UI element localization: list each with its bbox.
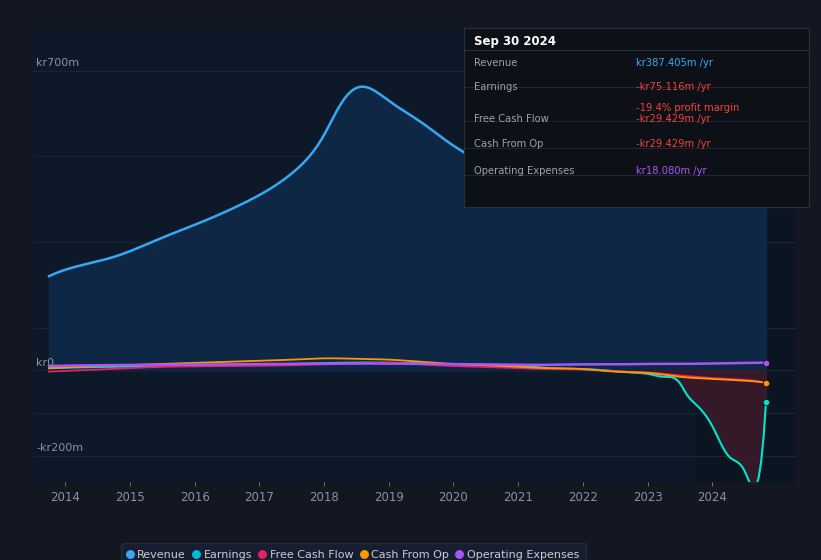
Text: Free Cash Flow: Free Cash Flow: [475, 114, 549, 124]
Text: kr387.405m /yr: kr387.405m /yr: [636, 58, 713, 68]
Text: Earnings: Earnings: [475, 82, 518, 92]
Text: Cash From Op: Cash From Op: [475, 139, 544, 149]
Text: kr18.080m /yr: kr18.080m /yr: [636, 166, 707, 176]
Legend: Revenue, Earnings, Free Cash Flow, Cash From Op, Operating Expenses: Revenue, Earnings, Free Cash Flow, Cash …: [122, 543, 585, 560]
Text: kr0: kr0: [36, 358, 54, 368]
Text: -kr29.429m /yr: -kr29.429m /yr: [636, 139, 711, 149]
Text: kr700m: kr700m: [36, 58, 79, 68]
Bar: [696, 28, 810, 482]
Text: Sep 30 2024: Sep 30 2024: [475, 35, 556, 48]
Text: -19.4% profit margin: -19.4% profit margin: [636, 103, 740, 113]
Text: Revenue: Revenue: [475, 58, 517, 68]
Text: -kr29.429m /yr: -kr29.429m /yr: [636, 114, 711, 124]
Text: -kr75.116m /yr: -kr75.116m /yr: [636, 82, 711, 92]
Text: Operating Expenses: Operating Expenses: [475, 166, 575, 176]
Text: -kr200m: -kr200m: [36, 444, 83, 454]
